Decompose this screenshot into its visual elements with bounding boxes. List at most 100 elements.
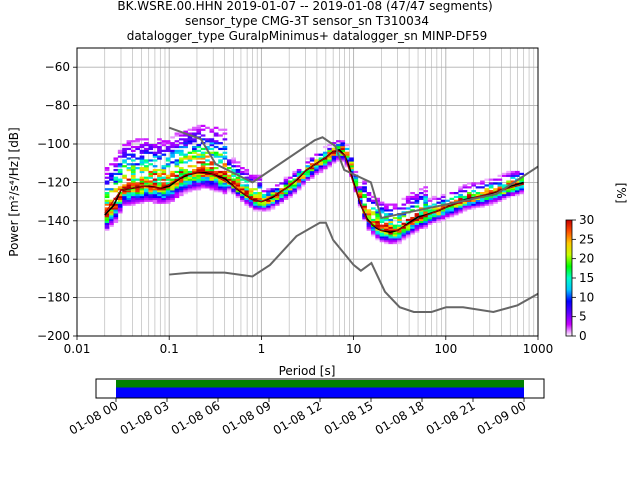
heatmap-cell [135, 157, 140, 160]
heatmap-cell [178, 184, 184, 187]
heatmap-cell [174, 182, 180, 185]
heatmap-cell [139, 178, 145, 181]
x-tick-label: 1 [258, 342, 266, 356]
heatmap-cell [240, 172, 245, 176]
heatmap-cell [209, 144, 215, 147]
heatmap-cell [292, 172, 298, 176]
heatmap-cell [488, 186, 494, 189]
timeline-tick-label: 01-08 06 [169, 398, 223, 437]
heatmap-cell [388, 222, 394, 225]
heatmap-cell [445, 216, 450, 220]
heatmap-cell [318, 167, 324, 170]
heatmap-cell [379, 234, 385, 237]
heatmap-cell [235, 182, 241, 185]
heatmap-cell [178, 145, 184, 149]
heatmap-cell [248, 188, 254, 191]
heatmap-cell [423, 216, 428, 220]
heatmap-cell [449, 215, 455, 218]
heatmap-cell [196, 155, 202, 158]
heatmap-cell [187, 184, 193, 187]
heatmap-cell [401, 232, 407, 235]
heatmap-cell [519, 178, 525, 181]
heatmap-cell [192, 180, 197, 183]
heatmap-cell [484, 184, 490, 187]
heatmap-cell [257, 197, 263, 200]
heatmap-cell [379, 207, 385, 210]
heatmap-cell [357, 192, 363, 195]
heatmap-cell [235, 186, 241, 189]
heatmap-cell [458, 193, 463, 197]
heatmap-cell [183, 188, 188, 191]
heatmap-cell [135, 182, 140, 185]
heatmap-cell [519, 190, 525, 193]
heatmap-cell [510, 176, 516, 179]
heatmap-cell [414, 205, 420, 208]
heatmap-cell [148, 159, 154, 162]
heatmap-cell [370, 207, 376, 210]
heatmap-cell [471, 205, 477, 208]
heatmap-cell [170, 161, 175, 164]
heatmap-cell [196, 167, 202, 170]
heatmap-cell [144, 151, 149, 154]
heatmap-cell [148, 192, 154, 195]
heatmap-cell [218, 188, 223, 191]
heatmap-cell [122, 176, 127, 179]
heatmap-cell [240, 195, 245, 199]
heatmap-cell [279, 188, 284, 191]
heatmap-cell [183, 140, 188, 143]
heatmap-cell [423, 201, 428, 204]
heatmap-cell [253, 203, 258, 206]
heatmap-cell [257, 193, 263, 197]
heatmap-cell [135, 163, 140, 166]
heatmap-cell [126, 197, 132, 200]
heatmap-cell [209, 184, 215, 187]
heatmap-cell [213, 180, 219, 183]
heatmap-cell [205, 180, 210, 183]
heatmap-cell [466, 207, 472, 210]
heatmap-cell [152, 184, 158, 187]
heatmap-cell [174, 134, 180, 137]
heatmap-cell [200, 184, 206, 187]
heatmap-cell [484, 190, 490, 193]
heatmap-cell [327, 155, 332, 158]
heatmap-cell [235, 170, 241, 174]
heatmap-cell [170, 193, 175, 197]
heatmap-cell [178, 153, 184, 156]
heatmap-cell [340, 155, 346, 158]
heatmap-cell [266, 190, 271, 193]
heatmap-cell [475, 182, 481, 185]
heatmap-cell [501, 172, 507, 176]
heatmap-cell [139, 144, 145, 147]
heatmap-cell [405, 230, 411, 233]
heatmap-cell [331, 155, 337, 158]
heatmap-cell [126, 199, 132, 202]
heatmap-cell [484, 178, 490, 181]
heatmap-cell [135, 145, 140, 149]
heatmap-cell [192, 174, 197, 177]
heatmap-cell [130, 167, 136, 170]
heatmap-cell [170, 170, 175, 174]
heatmap-cell [240, 186, 245, 189]
heatmap-cell [514, 188, 520, 191]
heatmap-cell [506, 188, 511, 191]
heatmap-cell [270, 190, 276, 193]
heatmap-cell [514, 184, 520, 187]
heatmap-cell [157, 188, 162, 191]
heatmap-cell [340, 149, 346, 152]
heatmap-cell [226, 174, 232, 177]
heatmap-cell [209, 138, 215, 141]
heatmap-cell [209, 170, 215, 174]
heatmap-cell [144, 186, 149, 189]
heatmap-cell [218, 178, 223, 181]
heatmap-cell [244, 170, 250, 174]
heatmap-cell [488, 190, 494, 193]
heatmap-cell [113, 209, 119, 212]
heatmap-cell [104, 203, 110, 206]
heatmap-cell [388, 220, 394, 224]
heatmap-cell [248, 193, 254, 197]
heatmap-cell [218, 159, 223, 162]
heatmap-cell [139, 182, 145, 185]
heatmap-cell [130, 195, 136, 199]
heatmap-cell [327, 159, 332, 162]
heatmap-cell [405, 234, 411, 237]
